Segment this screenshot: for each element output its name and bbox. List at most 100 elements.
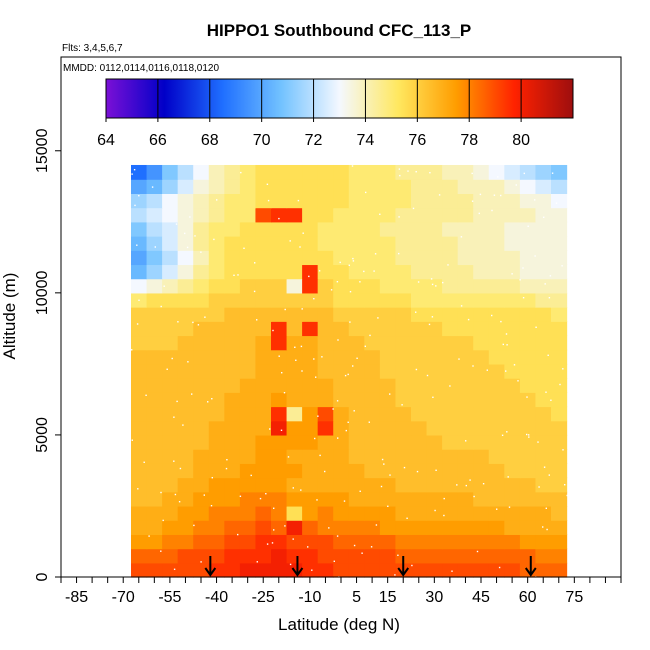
heatmap-cell [317,534,334,550]
heatmap-cell [146,236,163,251]
heatmap-cell [488,321,505,337]
heatmap-cell [224,505,241,521]
heatmap-cell [551,292,568,308]
heatmap-cell [208,378,225,393]
heatmap-cell [208,278,225,294]
heatmap-cell [411,463,428,479]
heatmap-cell [504,349,521,365]
sample-marker [500,320,502,323]
sample-marker [319,454,321,457]
heatmap-cell [208,406,225,422]
heatmap-cell [208,477,225,493]
heatmap-cell [535,321,552,337]
heatmap-cell [224,164,241,180]
heatmap-cell [286,491,303,507]
heatmap-cell [193,278,210,294]
heatmap-cell [302,321,319,337]
heatmap-cell [442,292,459,308]
heatmap-cell [519,207,537,223]
sample-marker [359,490,361,492]
heatmap-cell [535,307,552,322]
heatmap-cell [146,207,163,223]
heatmap-cell [286,449,303,464]
colorbar-tick-label: 64 [97,132,115,149]
heatmap-cell [131,420,148,436]
heatmap-cell [146,179,163,194]
sample-marker [283,392,286,394]
sample-marker [374,253,377,255]
heatmap-cell [224,349,241,365]
sample-marker [176,400,178,403]
heatmap-cell [488,278,505,294]
heatmap-cell [551,406,568,422]
heatmap-cell [551,548,568,564]
heatmap-cell [317,292,334,308]
heatmap-cell [162,335,179,351]
heatmap-cell [177,378,194,393]
sample-marker [546,528,548,531]
heatmap-cell [395,264,412,280]
heatmap-cell [504,463,521,479]
heatmap-cell [333,236,350,251]
heatmap-cell [302,292,319,308]
heatmap-cell [271,349,288,365]
heatmap-cell [411,307,428,322]
heatmap-cell [239,236,257,251]
heatmap-cell [162,164,179,180]
heatmap-cell [457,562,474,578]
heatmap-cell [426,420,443,436]
heatmap-cell [442,307,459,322]
heatmap-cell [271,434,288,450]
heatmap-cell [535,363,552,379]
heatmap-cell [208,548,225,564]
heatmap-cell [193,307,210,322]
heatmap-cell [162,307,179,322]
heatmap-cell [177,520,194,535]
heatmap-cell [162,434,179,450]
heatmap-cell [364,491,381,507]
sample-marker [522,297,525,299]
heatmap-cell [162,179,179,194]
heatmap-cell [224,193,241,209]
sample-marker [403,466,406,469]
sample-marker [137,488,139,490]
heatmap-cell [364,335,381,351]
heatmap-cell [131,207,148,223]
heatmap-cell [333,193,350,209]
sample-marker [417,281,420,283]
heatmap-cell [255,349,272,365]
heatmap-cell [255,207,272,223]
heatmap-cell [488,349,505,365]
heatmap-cell [317,278,334,294]
heatmap-cell [426,434,443,450]
sample-marker [307,546,309,548]
sample-marker [465,440,467,442]
heatmap-cell [193,378,210,393]
heatmap-cell [348,392,365,408]
heatmap-cell [302,491,319,507]
heatmap-cell [208,534,225,550]
heatmap-cell [162,562,179,578]
sample-marker [471,172,473,175]
sample-marker [370,546,373,548]
y-axis-label: Altitude (m) [0,273,19,360]
sample-marker [398,252,400,255]
sample-marker [287,456,290,458]
heatmap-cell [442,420,459,436]
sample-marker [254,262,256,264]
heatmap-cell [364,449,381,464]
heatmap-cell [504,207,521,223]
sample-marker [256,319,258,321]
heatmap-cell [395,449,412,464]
heatmap-cell [271,449,288,464]
sample-marker [548,297,551,299]
heatmap-cell [551,434,568,450]
dates-note: MMDD: 0112,0114,0116,0118,0120 [63,63,219,74]
heatmap-cell [348,520,365,535]
sample-marker [271,542,274,544]
heatmap-cell [364,207,381,223]
sample-marker [397,554,399,556]
sample-marker [179,467,182,470]
heatmap-cell [317,221,334,237]
heatmap-cell [348,349,365,365]
